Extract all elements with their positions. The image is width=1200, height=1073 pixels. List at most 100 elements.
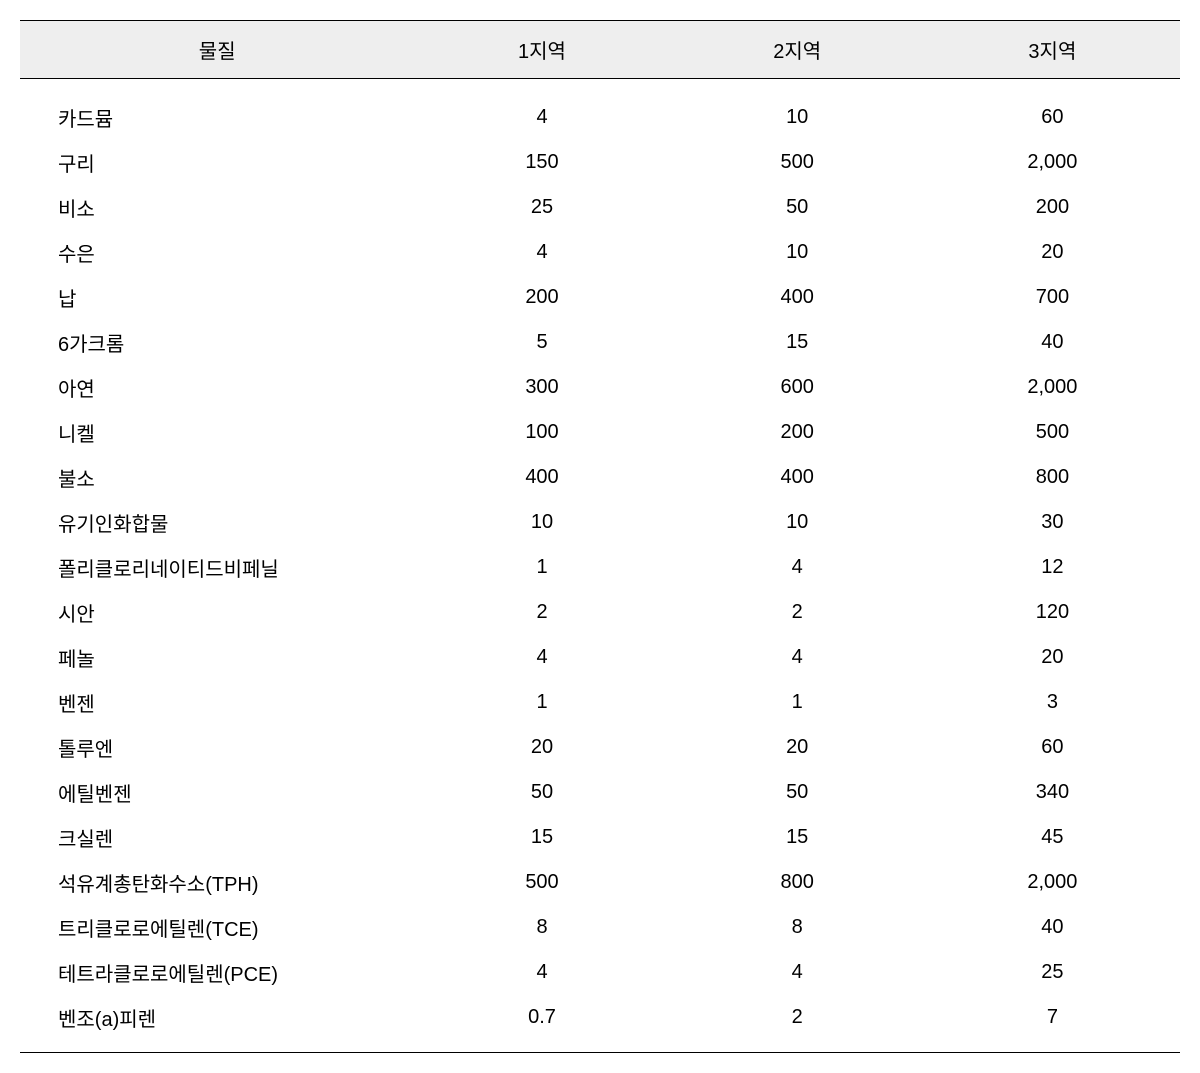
value-cell: 200 <box>925 185 1180 230</box>
value-cell: 200 <box>670 410 925 455</box>
value-cell: 50 <box>670 185 925 230</box>
table-row: 유기인화합물101030 <box>20 500 1180 545</box>
value-cell: 2 <box>414 590 669 635</box>
value-cell: 2,000 <box>925 365 1180 410</box>
value-cell: 10 <box>670 79 925 141</box>
substance-cell: 크실렌 <box>20 815 414 860</box>
value-cell: 340 <box>925 770 1180 815</box>
table-row: 페놀4420 <box>20 635 1180 680</box>
value-cell: 0.7 <box>414 995 669 1053</box>
value-cell: 1 <box>414 545 669 590</box>
value-cell: 2 <box>670 995 925 1053</box>
table-row: 크실렌151545 <box>20 815 1180 860</box>
value-cell: 20 <box>925 230 1180 275</box>
table-row: 벤조(a)피렌0.727 <box>20 995 1180 1053</box>
substance-cell: 페놀 <box>20 635 414 680</box>
value-cell: 2,000 <box>925 140 1180 185</box>
substance-cell: 석유계총탄화수소(TPH) <box>20 860 414 905</box>
value-cell: 10 <box>414 500 669 545</box>
column-header-region2: 2지역 <box>670 21 925 79</box>
table-body: 카드뮴41060구리1505002,000비소2550200수은41020납20… <box>20 79 1180 1053</box>
substance-cell: 6가크롬 <box>20 320 414 365</box>
value-cell: 2,000 <box>925 860 1180 905</box>
value-cell: 8 <box>670 905 925 950</box>
table-row: 수은41020 <box>20 230 1180 275</box>
value-cell: 2 <box>670 590 925 635</box>
substance-cell: 벤조(a)피렌 <box>20 995 414 1053</box>
value-cell: 25 <box>414 185 669 230</box>
header-row: 물질 1지역 2지역 3지역 <box>20 21 1180 79</box>
value-cell: 20 <box>670 725 925 770</box>
substance-cell: 구리 <box>20 140 414 185</box>
value-cell: 500 <box>670 140 925 185</box>
column-header-substance: 물질 <box>20 21 414 79</box>
substance-cell: 니켈 <box>20 410 414 455</box>
value-cell: 5 <box>414 320 669 365</box>
substance-cell: 납 <box>20 275 414 320</box>
table-row: 비소2550200 <box>20 185 1180 230</box>
table-row: 석유계총탄화수소(TPH)5008002,000 <box>20 860 1180 905</box>
substance-cell: 톨루엔 <box>20 725 414 770</box>
value-cell: 20 <box>925 635 1180 680</box>
value-cell: 500 <box>414 860 669 905</box>
value-cell: 4 <box>414 79 669 141</box>
value-cell: 15 <box>414 815 669 860</box>
value-cell: 400 <box>670 275 925 320</box>
value-cell: 50 <box>414 770 669 815</box>
value-cell: 12 <box>925 545 1180 590</box>
value-cell: 300 <box>414 365 669 410</box>
data-table: 물질 1지역 2지역 3지역 카드뮴41060구리1505002,000비소25… <box>20 20 1180 1053</box>
value-cell: 4 <box>414 635 669 680</box>
value-cell: 8 <box>414 905 669 950</box>
value-cell: 800 <box>670 860 925 905</box>
table-header: 물질 1지역 2지역 3지역 <box>20 21 1180 79</box>
table-row: 아연3006002,000 <box>20 365 1180 410</box>
substance-cell: 에틸벤젠 <box>20 770 414 815</box>
value-cell: 600 <box>670 365 925 410</box>
substance-cell: 비소 <box>20 185 414 230</box>
table-row: 시안22120 <box>20 590 1180 635</box>
value-cell: 4 <box>670 545 925 590</box>
table-row: 6가크롬51540 <box>20 320 1180 365</box>
value-cell: 10 <box>670 230 925 275</box>
table-row: 니켈100200500 <box>20 410 1180 455</box>
value-cell: 500 <box>925 410 1180 455</box>
value-cell: 400 <box>414 455 669 500</box>
value-cell: 20 <box>414 725 669 770</box>
value-cell: 4 <box>670 635 925 680</box>
column-header-region3: 3지역 <box>925 21 1180 79</box>
value-cell: 45 <box>925 815 1180 860</box>
table-row: 카드뮴41060 <box>20 79 1180 141</box>
table-row: 납200400700 <box>20 275 1180 320</box>
table-row: 구리1505002,000 <box>20 140 1180 185</box>
table-row: 트리클로로에틸렌(TCE)8840 <box>20 905 1180 950</box>
substance-cell: 수은 <box>20 230 414 275</box>
substance-cell: 유기인화합물 <box>20 500 414 545</box>
value-cell: 150 <box>414 140 669 185</box>
value-cell: 1 <box>414 680 669 725</box>
substance-cell: 시안 <box>20 590 414 635</box>
value-cell: 60 <box>925 725 1180 770</box>
substance-cell: 아연 <box>20 365 414 410</box>
table-row: 폴리클로리네이티드비페닐1412 <box>20 545 1180 590</box>
substance-cell: 트리클로로에틸렌(TCE) <box>20 905 414 950</box>
table-row: 불소400400800 <box>20 455 1180 500</box>
substance-cell: 불소 <box>20 455 414 500</box>
substance-cell: 폴리클로리네이티드비페닐 <box>20 545 414 590</box>
value-cell: 40 <box>925 320 1180 365</box>
table-row: 벤젠113 <box>20 680 1180 725</box>
value-cell: 60 <box>925 79 1180 141</box>
table-row: 톨루엔202060 <box>20 725 1180 770</box>
value-cell: 4 <box>414 230 669 275</box>
value-cell: 15 <box>670 815 925 860</box>
value-cell: 120 <box>925 590 1180 635</box>
value-cell: 200 <box>414 275 669 320</box>
value-cell: 30 <box>925 500 1180 545</box>
substance-cell: 벤젠 <box>20 680 414 725</box>
value-cell: 50 <box>670 770 925 815</box>
column-header-region1: 1지역 <box>414 21 669 79</box>
value-cell: 800 <box>925 455 1180 500</box>
value-cell: 10 <box>670 500 925 545</box>
value-cell: 40 <box>925 905 1180 950</box>
value-cell: 15 <box>670 320 925 365</box>
